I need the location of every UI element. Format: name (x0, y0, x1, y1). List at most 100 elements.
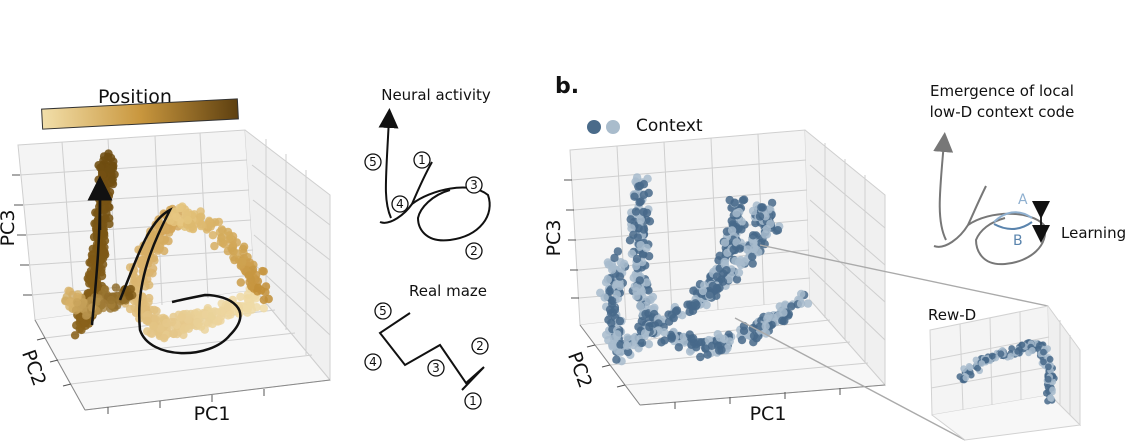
scatter-point (672, 306, 682, 315)
scatter-point (225, 231, 234, 240)
scatter-point (243, 308, 252, 317)
scatter-point (605, 287, 614, 296)
scatter-point (962, 374, 970, 382)
maze-marker-5: 5 (379, 304, 387, 318)
scatter-point (732, 209, 741, 218)
scatter-point (243, 290, 252, 299)
scatter-point (230, 255, 239, 265)
scatter-point (779, 308, 788, 317)
scatter-point (715, 333, 724, 342)
scatter-point (259, 304, 268, 313)
scatter-point (613, 330, 622, 339)
scatter-point (637, 338, 647, 348)
scatter-point (223, 302, 233, 311)
scatter-point (91, 208, 100, 217)
scatter-point (691, 299, 700, 308)
scatter-point (616, 264, 625, 273)
scatter-point (748, 252, 757, 261)
scatter-point (232, 238, 241, 247)
scatter-point (737, 335, 747, 345)
scatter-point (1040, 348, 1047, 356)
scatter-point (108, 175, 117, 184)
neural-marker-2: 2 (470, 244, 478, 258)
scatter-point (748, 259, 757, 268)
scatter-point (236, 292, 245, 301)
scatter-point (717, 345, 726, 355)
scatter-point (623, 333, 632, 342)
scatter-point (705, 290, 715, 299)
scatter-point (1036, 342, 1043, 349)
scatter-point (605, 305, 615, 314)
legend-dot-dark (587, 120, 601, 134)
scatter-point (133, 285, 142, 294)
scatter-point (644, 252, 654, 261)
scatter-point (106, 153, 116, 163)
scatter-point (749, 331, 759, 340)
scatter-point (613, 247, 623, 256)
scatter-point (125, 304, 135, 314)
scatter-point (130, 273, 139, 282)
scatter-point (636, 240, 645, 250)
scatter-point (634, 322, 643, 331)
scatter-point (101, 214, 110, 223)
rew-d-inset: Rew-D (928, 305, 1082, 441)
scatter-point (755, 322, 764, 331)
panel-a-3d-box (17, 129, 331, 411)
scatter-point (208, 231, 218, 240)
scatter-point (1046, 355, 1054, 363)
scatter-point (1014, 347, 1022, 355)
scatter-point (632, 173, 642, 182)
scatter-point (254, 283, 263, 292)
scatter-point (156, 324, 165, 333)
scatter-point (722, 266, 731, 275)
scatter-point (1047, 395, 1055, 402)
scatter-point (264, 294, 273, 304)
scatter-point (737, 217, 746, 226)
neural-marker-3: 3 (470, 178, 478, 192)
panel-a-axis-y: PC2 (17, 347, 50, 389)
panel-b-axis-y: PC2 (563, 349, 596, 391)
inset-title: Rew-D (928, 306, 976, 324)
scatter-point (629, 230, 638, 239)
scatter-point (81, 311, 91, 320)
panel-b-point-cloud (596, 173, 813, 366)
scatter-point (160, 246, 169, 256)
scatter-point (183, 215, 192, 225)
panel-b: b. Context (543, 74, 1126, 441)
scatter-point (143, 316, 152, 325)
scatter-point (689, 286, 698, 295)
scatter-point (226, 310, 235, 319)
scatter-point (169, 329, 178, 339)
scatter-point (715, 283, 724, 293)
scatter-point (1028, 347, 1036, 354)
scatter-point (111, 283, 121, 292)
scatter-point (735, 244, 744, 253)
scatter-point (172, 212, 181, 222)
neural-marker-5: 5 (369, 155, 377, 169)
scatter-point (757, 203, 766, 212)
scatter-point (177, 313, 186, 322)
panel-b-ticks (564, 179, 841, 409)
scatter-point (616, 340, 625, 349)
scatter-point (197, 220, 206, 229)
scatter-point (105, 203, 114, 212)
scatter-point (966, 364, 974, 371)
scatter-point (743, 245, 753, 254)
position-colorbar (41, 98, 239, 130)
scatter-point (205, 217, 214, 227)
scatter-point (698, 286, 708, 296)
scatter-point (84, 275, 94, 284)
panel-a-axis-z: PC3 (0, 210, 19, 247)
scatter-point (623, 347, 633, 357)
scatter-point (151, 314, 160, 324)
scatter-point (734, 268, 744, 277)
scatter-point (612, 290, 621, 299)
scatter-point (245, 258, 254, 267)
scatter-point (748, 206, 758, 216)
scatter-point (1007, 353, 1015, 360)
scatter-point (607, 296, 617, 305)
scatter-point (974, 364, 981, 372)
scatter-point (701, 344, 710, 353)
maze-marker-4: 4 (369, 355, 377, 369)
legend-dot-light (606, 120, 620, 134)
